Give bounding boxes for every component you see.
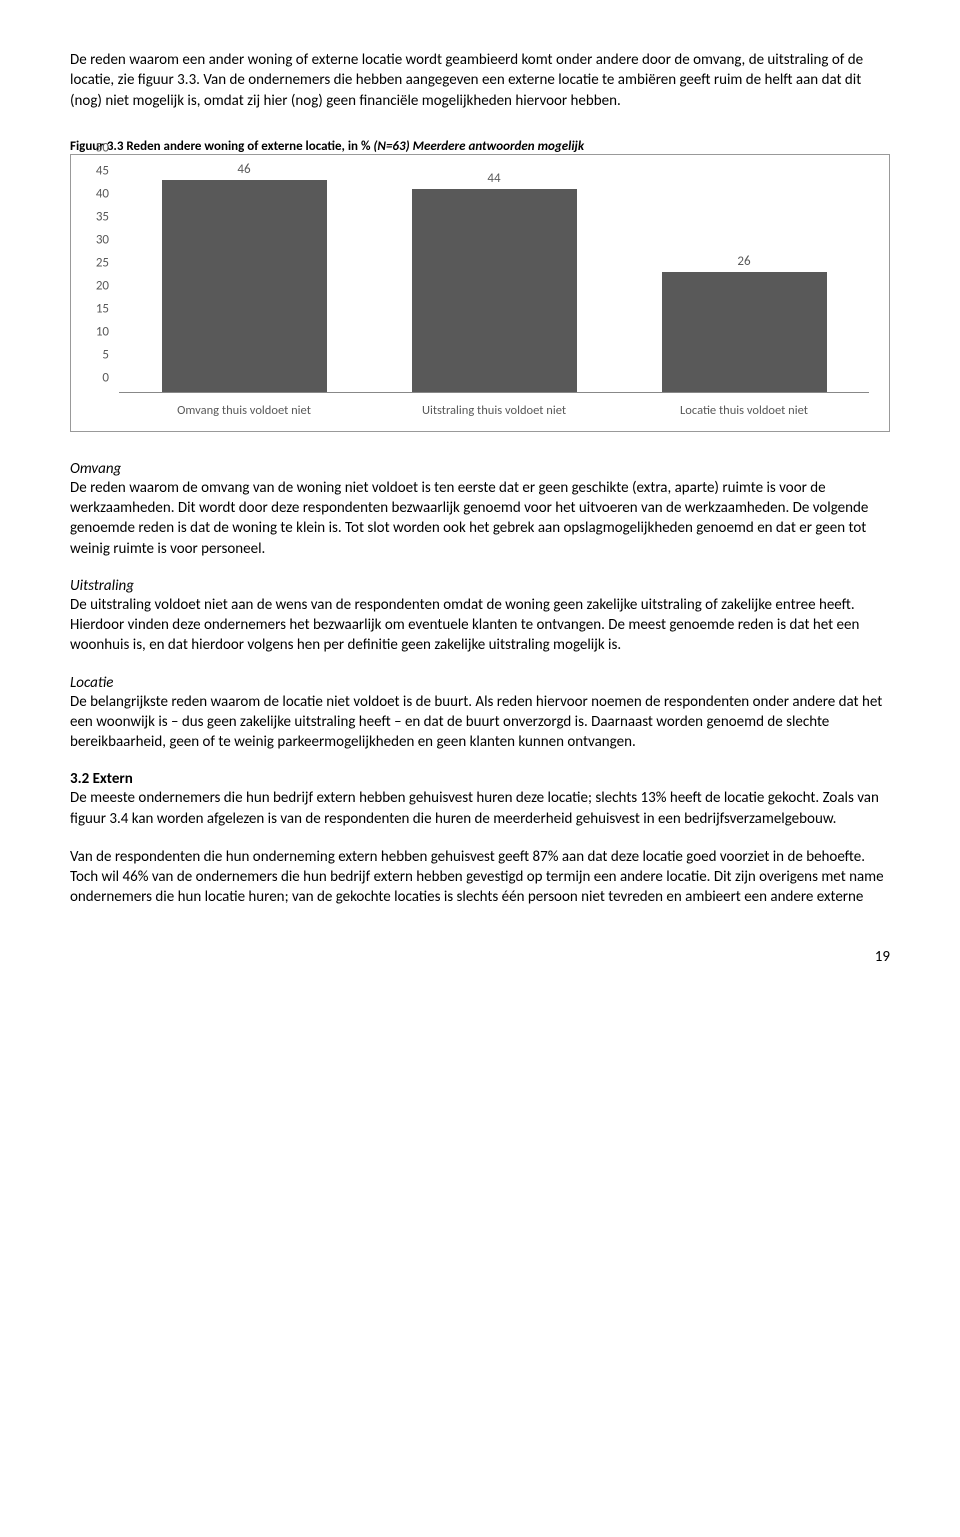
- x-category-label: Uitstraling thuis voldoet niet: [422, 403, 566, 418]
- y-axis: 05101520253035404550: [85, 163, 113, 393]
- extern-section-heading: 3.2 Extern: [70, 770, 890, 788]
- locatie-heading: Locatie: [70, 674, 890, 692]
- omvang-text: De reden waarom de omvang van de woning …: [70, 478, 890, 559]
- y-tick: 50: [96, 140, 109, 155]
- bar-value-label: 46: [237, 162, 250, 177]
- figure-caption: Figuur 3.3 Reden andere woning of extern…: [70, 139, 890, 154]
- page-number: 19: [70, 948, 890, 966]
- chart-bar: 46: [162, 180, 327, 392]
- y-tick: 35: [96, 209, 109, 224]
- y-tick: 15: [96, 301, 109, 316]
- locatie-text: De belangrijkste reden waarom de locatie…: [70, 692, 890, 753]
- y-tick: 45: [96, 163, 109, 178]
- bar-chart: 05101520253035404550 464426 Omvang thuis…: [85, 163, 875, 423]
- uitstraling-text: De uitstraling voldoet niet aan de wens …: [70, 595, 890, 656]
- uitstraling-heading: Uitstraling: [70, 577, 890, 595]
- intro-paragraph: De reden waarom een ander woning of exte…: [70, 50, 890, 111]
- y-tick: 30: [96, 232, 109, 247]
- x-axis-labels: Omvang thuis voldoet niet Uitstraling thu…: [119, 397, 869, 423]
- chart-bar: 26: [662, 272, 827, 392]
- y-tick: 5: [102, 347, 109, 362]
- chart-plot-area: 46 44 26: [119, 163, 869, 393]
- x-category-label: Locatie thuis voldoet niet: [680, 403, 808, 418]
- bar-value-label: 26: [737, 254, 750, 269]
- extern-paragraph-2: Van de respondenten die hun onderneming …: [70, 847, 890, 908]
- figure-caption-bold: Figuur 3.3 Reden andere woning of extern…: [70, 139, 373, 154]
- extern-paragraph-1: De meeste ondernemers die hun bedrijf ex…: [70, 788, 890, 829]
- chart-bar: 44: [412, 189, 577, 391]
- y-tick: 0: [102, 370, 109, 385]
- figure-caption-italic: (N=63) Meerdere antwoorden mogelijk: [373, 139, 584, 154]
- y-tick: 20: [96, 278, 109, 293]
- y-tick: 25: [96, 255, 109, 270]
- bar-chart-container: 05101520253035404550 464426 Omvang thuis…: [70, 154, 890, 432]
- x-category-label: Omvang thuis voldoet niet: [177, 403, 311, 418]
- y-tick: 40: [96, 186, 109, 201]
- bar-value-label: 44: [487, 171, 500, 186]
- omvang-heading: Omvang: [70, 460, 890, 478]
- y-tick: 10: [96, 324, 109, 339]
